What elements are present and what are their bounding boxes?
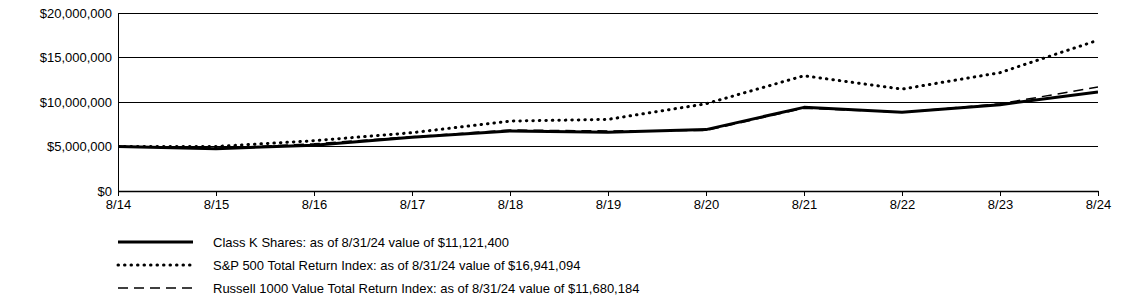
y-axis-line	[118, 14, 119, 192]
x-tick-label: 8/20	[694, 197, 719, 212]
plot-area	[118, 40, 1098, 149]
x-tick: 8/16	[302, 191, 327, 212]
chart: $0$5,000,000$10,000,000$15,000,000$20,00…	[0, 0, 1123, 304]
x-tick: 8/14	[106, 191, 131, 212]
y-tick: $10,000,000	[40, 95, 118, 110]
x-tick-label: 8/23	[988, 197, 1013, 212]
x-tick: 8/17	[400, 191, 425, 212]
x-tick-mark	[1098, 191, 1099, 196]
y-tick-label: $10,000,000	[40, 95, 112, 110]
x-tick-label: 8/16	[302, 197, 327, 212]
grid-line	[118, 13, 1098, 14]
x-tick-mark	[902, 191, 903, 196]
y-tick: $20,000,000	[40, 6, 118, 21]
x-tick-label: 8/22	[890, 197, 915, 212]
legend-label: Class K Shares: as of 8/31/24 value of $…	[213, 235, 509, 250]
x-tick: 8/23	[988, 191, 1013, 212]
legend-item: S&P 500 Total Return Index: as of 8/31/2…	[118, 258, 580, 273]
x-tick: 8/21	[792, 191, 817, 212]
legend: Class K Shares: as of 8/31/24 value of $…	[118, 235, 639, 296]
x-tick: 8/20	[694, 191, 719, 212]
series-line	[118, 87, 1098, 148]
x-tick: 8/22	[890, 191, 915, 212]
x-tick-label: 8/24	[1086, 197, 1111, 212]
x-tick: 8/24	[1086, 191, 1111, 212]
x-tick: 8/18	[498, 191, 523, 212]
x-tick-mark	[412, 191, 413, 196]
x-tick-label: 8/18	[498, 197, 523, 212]
x-tick: 8/19	[596, 191, 621, 212]
legend-label: Russell 1000 Value Total Return Index: a…	[213, 281, 639, 296]
x-tick-label: 8/14	[106, 197, 131, 212]
x-tick-mark	[1000, 191, 1001, 196]
legend-swatch	[118, 287, 193, 289]
legend-item: Class K Shares: as of 8/31/24 value of $…	[118, 235, 509, 250]
legend-swatch	[118, 264, 193, 267]
x-tick-mark	[608, 191, 609, 196]
legend-item: Russell 1000 Value Total Return Index: a…	[118, 281, 639, 296]
x-tick-label: 8/17	[400, 197, 425, 212]
grid-line	[118, 57, 1098, 58]
grid	[118, 13, 1098, 191]
x-tick-label: 8/19	[596, 197, 621, 212]
y-tick: $5,000,000	[47, 139, 118, 154]
x-tick: 8/15	[204, 191, 229, 212]
series-line	[118, 40, 1098, 146]
x-tick-mark	[510, 191, 511, 196]
y-tick: $15,000,000	[40, 50, 118, 65]
grid-line	[118, 102, 1098, 103]
legend-label: S&P 500 Total Return Index: as of 8/31/2…	[213, 258, 580, 273]
x-tick-mark	[118, 191, 119, 196]
x-tick-label: 8/21	[792, 197, 817, 212]
y-tick-label: $5,000,000	[47, 139, 112, 154]
x-tick-mark	[314, 191, 315, 196]
y-axis: $0$5,000,000$10,000,000$15,000,000$20,00…	[40, 6, 119, 199]
y-tick-label: $20,000,000	[40, 6, 112, 21]
x-tick-label: 8/15	[204, 197, 229, 212]
x-axis: 8/14 8/15 8/16 8/17 8/18 8/19 8/20 8/21 8/22 8/23…	[106, 191, 1111, 212]
x-tick-mark	[804, 191, 805, 196]
y-tick-label: $15,000,000	[40, 50, 112, 65]
legend-swatch	[118, 241, 193, 244]
x-tick-mark	[216, 191, 217, 196]
series-line	[118, 92, 1098, 149]
x-tick-mark	[706, 191, 707, 196]
